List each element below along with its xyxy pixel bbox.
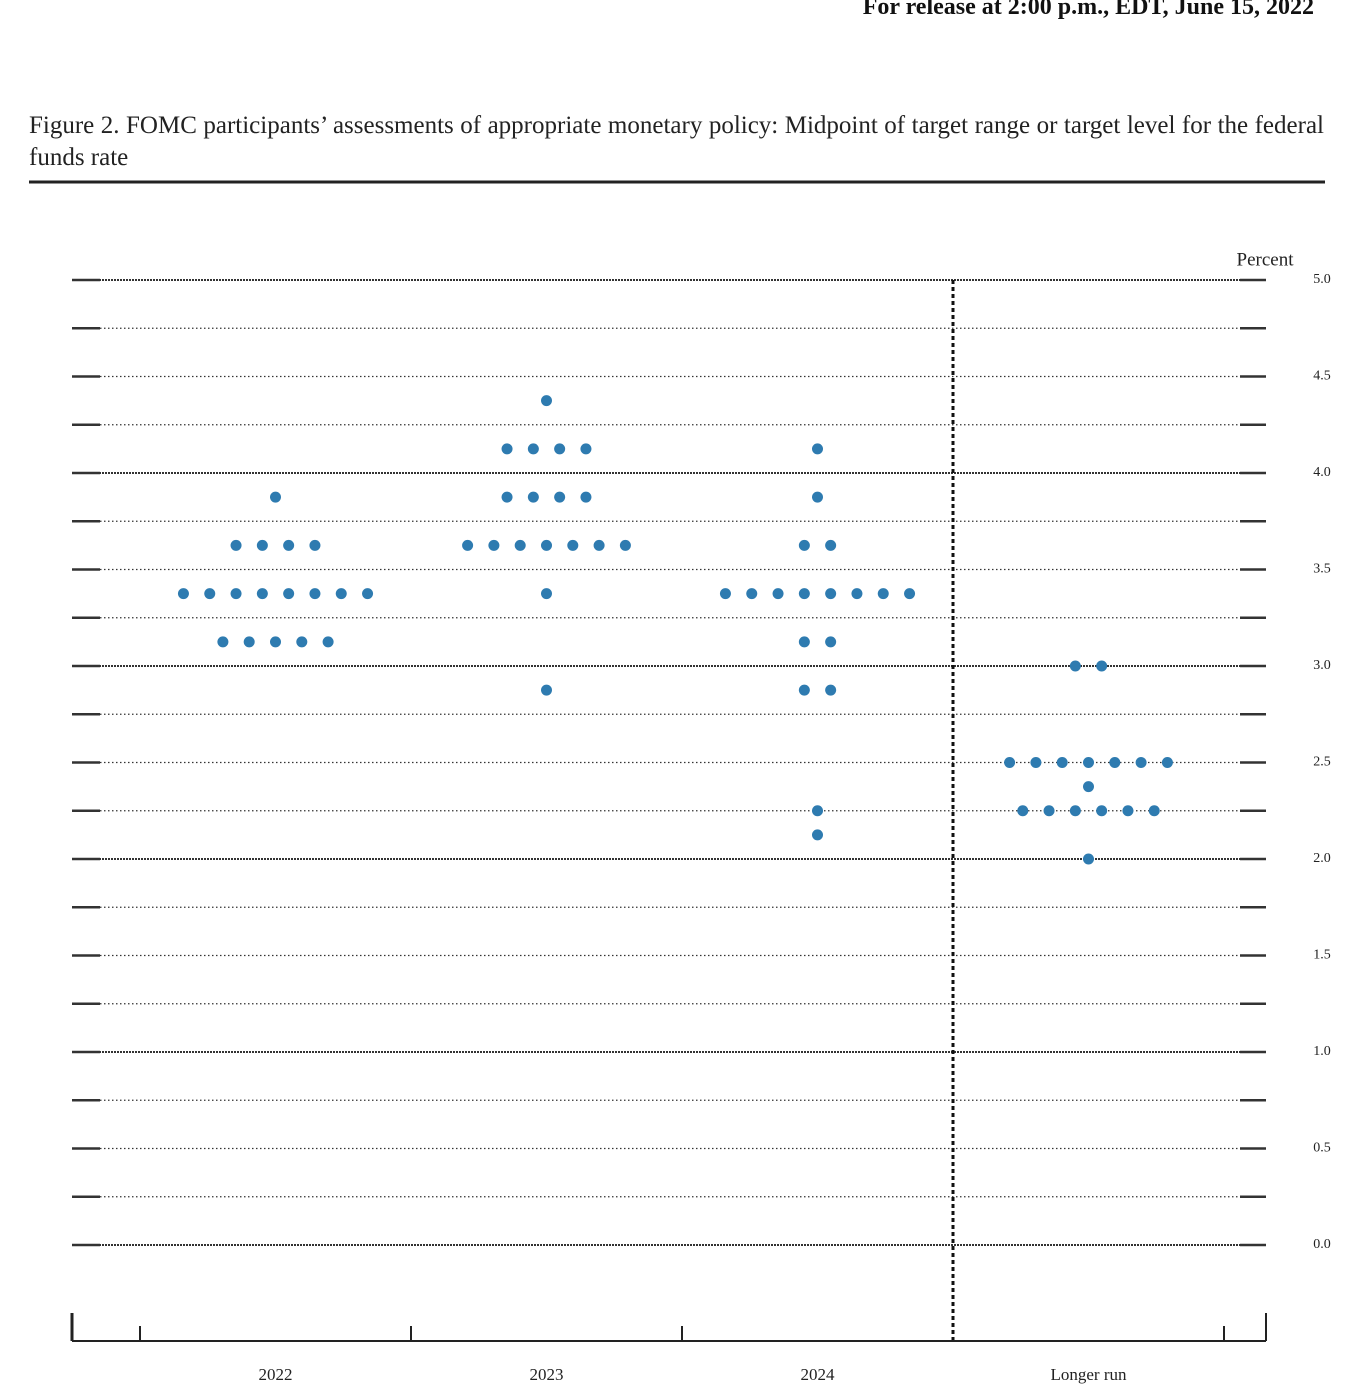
dot (230, 539, 242, 551)
dot (719, 588, 731, 600)
dot (270, 636, 281, 648)
dot (1135, 757, 1147, 768)
y-tick-label: 0.5 (1313, 1141, 1331, 1156)
dot (798, 539, 810, 551)
dot (527, 491, 539, 503)
dot (1161, 757, 1173, 768)
dot (825, 539, 837, 551)
dot (1122, 805, 1134, 817)
dot (488, 539, 500, 551)
dot (1148, 805, 1160, 817)
dot (851, 588, 863, 600)
dot (1109, 757, 1121, 768)
dot (296, 636, 308, 648)
x-tick-label: 2022 (259, 1365, 293, 1384)
release-header: For release at 2:00 p.m., EDT, June 15, … (862, 0, 1314, 20)
y-tick-label: 3.5 (1313, 562, 1331, 577)
dot (1056, 757, 1068, 768)
dot (283, 588, 295, 600)
dot (1069, 660, 1081, 672)
dot (541, 588, 552, 600)
dot (554, 443, 566, 455)
dot (541, 539, 552, 551)
y-tick-label: 1.0 (1313, 1044, 1331, 1059)
dot (825, 588, 837, 600)
y-tick-label: 0.0 (1313, 1237, 1331, 1252)
dot (1030, 757, 1042, 768)
dot (243, 636, 255, 648)
dot (904, 588, 916, 600)
dot (812, 829, 823, 841)
dot (177, 588, 189, 600)
dot (825, 636, 837, 648)
dot (825, 684, 837, 696)
dot (462, 539, 474, 551)
chart-title: Figure 2. FOMC participants’ assessments… (29, 112, 1324, 171)
dot (230, 588, 242, 600)
dot (567, 539, 579, 551)
x-tick-label: Longer run (1050, 1365, 1127, 1384)
dot (1004, 757, 1016, 768)
dot (283, 539, 295, 551)
dot (812, 805, 823, 817)
dot (541, 684, 552, 696)
dot (812, 443, 823, 455)
y-tick-label: 4.5 (1313, 369, 1331, 384)
dot (554, 491, 566, 503)
dot (1017, 805, 1029, 817)
dot (322, 636, 334, 648)
dot (1069, 805, 1081, 817)
dot (217, 636, 229, 648)
dot (1083, 853, 1094, 865)
dot (812, 491, 823, 503)
y-tick-label: 1.5 (1313, 948, 1331, 963)
x-tick-label: 2024 (801, 1365, 836, 1384)
dot (877, 588, 889, 600)
dot (798, 588, 810, 600)
dot (1083, 781, 1094, 793)
y-tick-label: 5.0 (1313, 272, 1331, 287)
y-tick-label: 4.0 (1313, 465, 1331, 480)
y-tick-label: 3.0 (1313, 658, 1331, 673)
dot (256, 588, 268, 600)
dot (501, 443, 513, 455)
dot (270, 491, 281, 503)
dot (580, 443, 592, 455)
dot (335, 588, 347, 600)
y-tick-label: 2.5 (1313, 755, 1331, 770)
dot (1043, 805, 1055, 817)
dot (798, 684, 810, 696)
y-axis-label: Percent (1237, 249, 1295, 270)
dot (309, 588, 321, 600)
dot (1096, 805, 1108, 817)
y-tick-label: 2.0 (1313, 851, 1331, 866)
dot (527, 443, 539, 455)
x-tick-label: 2023 (530, 1365, 564, 1384)
dot (204, 588, 216, 600)
dot (256, 539, 268, 551)
dot (514, 539, 526, 551)
dot (362, 588, 374, 600)
dot (798, 636, 810, 648)
dot (501, 491, 513, 503)
dot (772, 588, 784, 600)
dot (593, 539, 605, 551)
dot (1096, 660, 1108, 672)
dot (309, 539, 321, 551)
dot (1083, 757, 1094, 768)
dot (619, 539, 631, 551)
dot (746, 588, 758, 600)
dot (580, 491, 592, 503)
dot (541, 395, 552, 407)
